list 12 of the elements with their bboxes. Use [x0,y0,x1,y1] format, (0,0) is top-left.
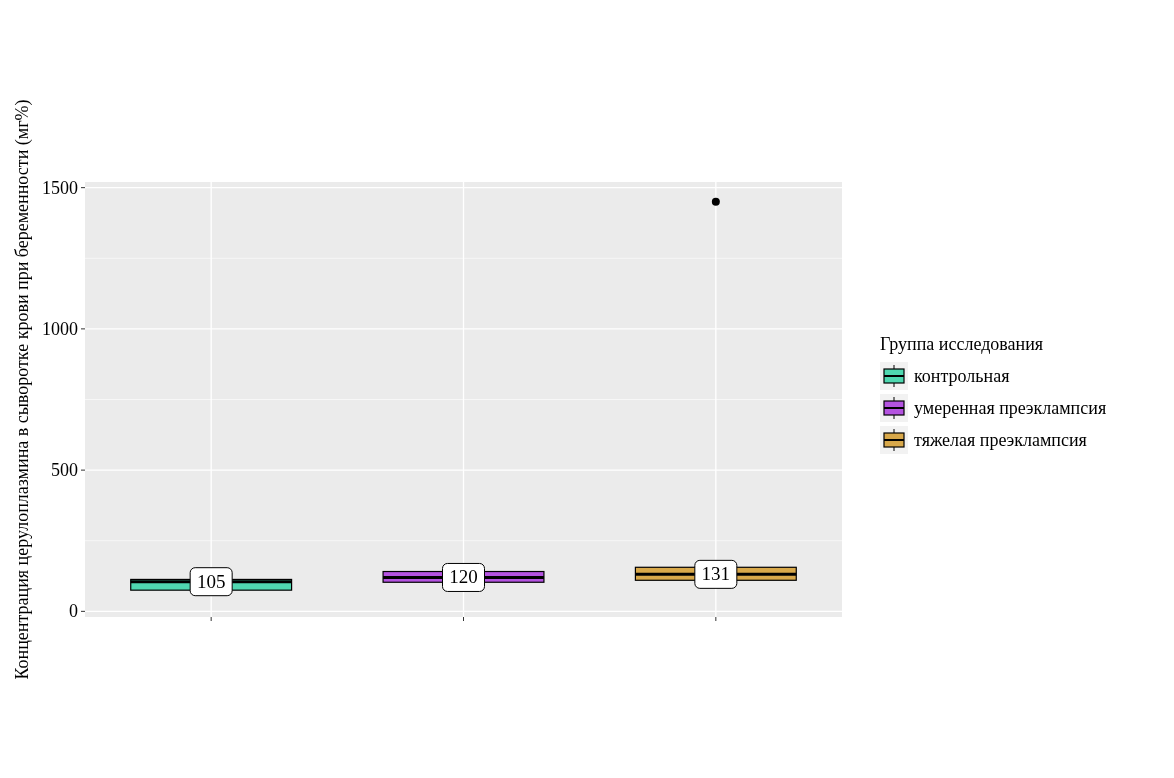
text: 120 [449,566,478,588]
y-axis-title: Концентрация церулоплазмина в сыворотке крови при беременности (мг%) [12,99,33,680]
legend-label: умеренная преэклампсия [914,398,1107,418]
legend-label: тяжелая преэклампсия [914,430,1087,450]
y-tick-label: 1000 [42,318,78,339]
y-tick-label: 500 [51,460,78,481]
text: 105 [196,570,226,592]
y-tick-label: 0 [69,601,78,622]
legend-title: Группа исследования [880,334,1044,354]
y-tick-label: 1500 [42,177,78,198]
legend-label: контрольная [914,366,1010,386]
text: 131 [701,563,731,585]
